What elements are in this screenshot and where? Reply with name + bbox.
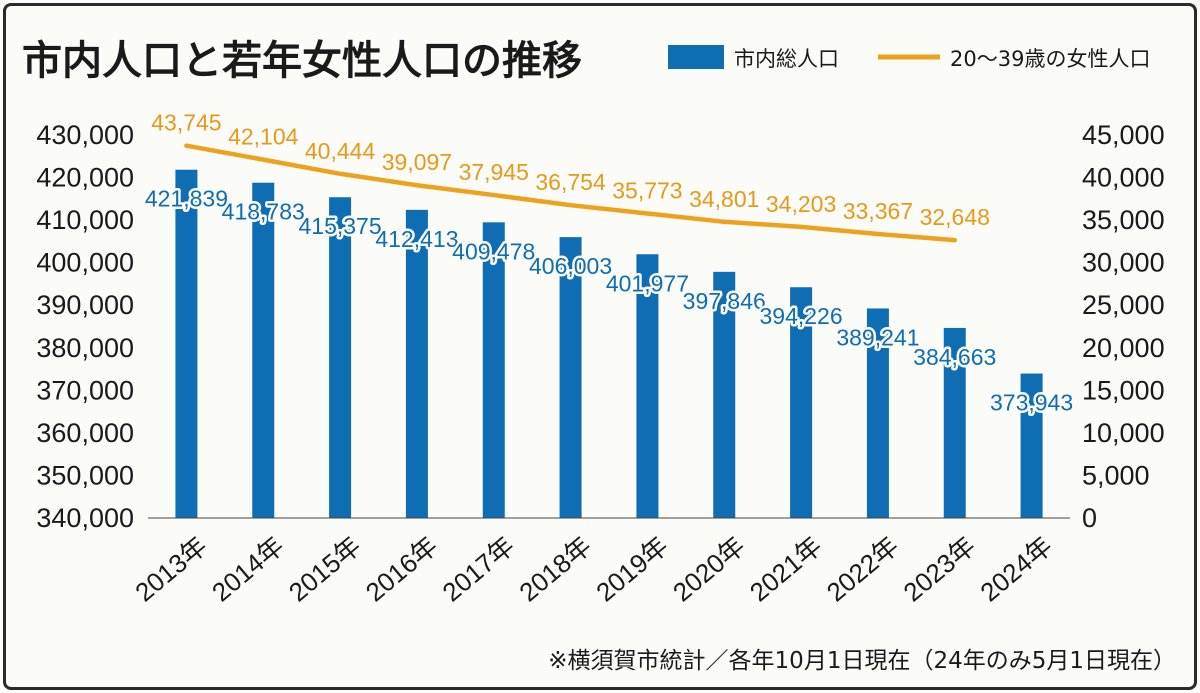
x-axis: 2013年2014年2015年2016年2017年2018年2019年2020年… <box>129 517 1070 608</box>
x-tick-label: 2020年 <box>667 531 751 608</box>
bar-series <box>175 169 1043 519</box>
x-tick-label: 2013年 <box>129 531 213 608</box>
x-tick-label: 2018年 <box>513 531 597 608</box>
bar-data-label: 409,478 <box>452 238 535 264</box>
population-bar <box>1020 373 1043 518</box>
bar-data-label: 415,375 <box>299 213 382 239</box>
chart-frame <box>3 3 1197 690</box>
line-data-label: 33,367 <box>843 198 913 224</box>
left-y-axis: 340,000 350,000 360,000 370,000 380,000 390,0… <box>36 120 134 533</box>
bar-data-label: 401,977 <box>606 270 689 296</box>
bar-data-label: 397,846 <box>683 288 766 314</box>
population-bar <box>559 237 582 519</box>
population-bar <box>790 287 813 518</box>
legend-bar-label: 市内総人口 <box>734 47 839 71</box>
line-data-label: 35,773 <box>612 178 682 204</box>
x-tick-label: 2015年 <box>283 531 367 608</box>
right-tick-label: 30,000 <box>1082 248 1165 278</box>
left-tick-label: 400,000 <box>36 248 134 278</box>
bar-data-labels: 421,839418,783415,375412,413409,478406,0… <box>142 183 1075 418</box>
bar-data-label: 394,226 <box>760 303 843 329</box>
x-tick-label: 2016年 <box>360 531 444 608</box>
x-tick-label: 2021年 <box>744 531 828 608</box>
x-tick-label: 2023年 <box>898 531 982 608</box>
right-tick-label: 40,000 <box>1082 163 1165 193</box>
x-tick-label: 2024年 <box>974 531 1058 608</box>
line-data-label: 34,203 <box>766 191 836 217</box>
left-tick-label: 430,000 <box>36 120 134 150</box>
population-bar <box>713 271 736 518</box>
population-bar <box>482 222 505 518</box>
chart-title: 市内人口と若年女性人口の推移 <box>22 38 582 84</box>
population-bar <box>636 254 659 519</box>
right-tick-label: 15,000 <box>1082 375 1165 405</box>
line-data-label: 32,648 <box>920 204 990 230</box>
population-bar <box>329 197 352 519</box>
bar-data-label: 406,003 <box>529 253 612 279</box>
line-data-label: 42,104 <box>228 124 299 150</box>
line-data-label: 34,801 <box>689 186 759 212</box>
line-series <box>184 143 957 243</box>
line-data-label: 40,444 <box>305 138 376 164</box>
line-data-label: 37,945 <box>459 159 529 185</box>
population-bar <box>866 308 889 518</box>
bar-data-label: 384,663 <box>913 344 996 370</box>
left-tick-label: 420,000 <box>36 163 134 193</box>
right-y-axis: 0 5,000 10,000 15,000 20,000 25,000 30,000 35,0… <box>1082 120 1165 533</box>
source-note: ※横須賀市統計／各年10月1日現在（24年のみ5月1日現在） <box>548 648 1176 674</box>
left-tick-label: 340,000 <box>36 503 134 533</box>
population-bar <box>405 209 428 518</box>
left-tick-label: 370,000 <box>36 375 134 405</box>
population-bar <box>943 327 966 518</box>
right-tick-label: 35,000 <box>1082 205 1165 235</box>
bar-data-label: 421,839 <box>145 186 228 212</box>
legend: 市内総人口 20～39歳の女性人口 <box>668 45 1150 71</box>
bar-data-label: 412,413 <box>375 226 458 252</box>
x-tick-label: 2017年 <box>437 531 521 608</box>
x-tick-label: 2019年 <box>590 531 674 608</box>
legend-line-label: 20～39歳の女性人口 <box>950 47 1150 71</box>
left-tick-label: 410,000 <box>36 205 134 235</box>
left-tick-label: 360,000 <box>36 418 134 448</box>
legend-bar-swatch <box>668 45 724 69</box>
female-population-line <box>184 143 957 243</box>
line-data-label: 39,097 <box>382 149 452 175</box>
population-bar <box>175 169 198 518</box>
left-tick-label: 390,000 <box>36 290 134 320</box>
right-tick-label: 10,000 <box>1082 418 1165 448</box>
bar-data-label: 418,783 <box>222 199 305 225</box>
line-data-label: 36,754 <box>535 169 606 195</box>
right-tick-label: 5,000 <box>1082 460 1150 490</box>
right-tick-label: 25,000 <box>1082 290 1165 320</box>
line-data-label: 43,745 <box>151 110 221 136</box>
right-tick-label: 45,000 <box>1082 120 1165 150</box>
population-bar <box>252 182 275 519</box>
left-tick-label: 350,000 <box>36 460 134 490</box>
x-tick-label: 2022年 <box>821 531 905 608</box>
right-tick-label: 20,000 <box>1082 333 1165 363</box>
left-tick-label: 380,000 <box>36 333 134 363</box>
bar-data-label: 373,943 <box>990 390 1073 416</box>
right-tick-label: 0 <box>1082 503 1097 533</box>
bar-data-label: 389,241 <box>836 324 919 350</box>
x-tick-label: 2014年 <box>206 531 290 608</box>
